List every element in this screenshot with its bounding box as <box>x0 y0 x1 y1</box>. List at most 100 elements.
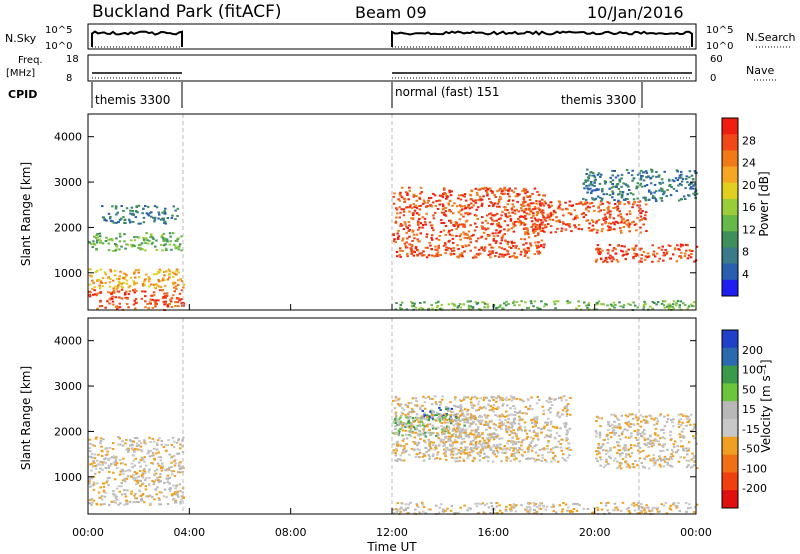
data-cell <box>666 464 670 466</box>
data-cell <box>394 428 397 431</box>
data-cell <box>606 206 609 209</box>
data-cell <box>609 431 612 434</box>
data-cell <box>687 449 690 452</box>
data-cell <box>628 223 632 226</box>
data-cell <box>109 268 112 271</box>
data-cell <box>135 483 138 486</box>
data-cell <box>471 451 474 454</box>
data-cell <box>135 442 139 445</box>
data-cell <box>124 272 127 275</box>
data-cell <box>470 429 474 432</box>
data-cell <box>106 453 109 456</box>
data-cell <box>407 420 410 423</box>
data-cell <box>623 428 627 431</box>
data-cell <box>132 214 135 216</box>
data-cell <box>170 461 173 464</box>
data-cell <box>477 248 481 251</box>
data-cell <box>563 458 566 461</box>
data-cell <box>687 305 691 308</box>
data-cell <box>106 477 110 480</box>
data-cell <box>638 184 641 187</box>
data-cell <box>451 444 454 447</box>
data-cell <box>506 414 509 417</box>
data-cell <box>411 230 414 233</box>
data-cell <box>672 303 675 306</box>
data-cell <box>620 231 623 234</box>
data-cell <box>419 437 422 440</box>
data-cell <box>546 435 549 438</box>
data-cell <box>527 306 531 309</box>
data-cell <box>651 197 655 199</box>
data-cell <box>448 239 451 242</box>
data-cell <box>157 211 160 214</box>
data-cell <box>446 425 449 428</box>
data-cell <box>146 205 150 208</box>
data-cell <box>643 258 647 261</box>
data-cell <box>523 451 527 454</box>
data-cell <box>417 205 421 207</box>
data-cell <box>482 231 486 234</box>
data-cell <box>611 179 615 182</box>
data-cell <box>636 173 640 176</box>
data-cell <box>591 228 594 231</box>
data-cell <box>649 435 652 438</box>
data-cell <box>393 419 397 422</box>
data-cell <box>655 440 658 443</box>
data-cell <box>434 446 437 449</box>
data-cell <box>686 507 690 510</box>
data-cell <box>677 248 680 251</box>
data-cell <box>476 301 480 304</box>
data-cell <box>417 421 420 423</box>
data-cell <box>406 252 409 255</box>
data-cell <box>95 236 98 239</box>
data-cell <box>407 503 410 506</box>
data-cell <box>127 286 130 289</box>
data-cell <box>615 258 619 261</box>
data-cell <box>535 228 539 231</box>
data-cell <box>129 221 132 224</box>
data-cell <box>435 301 438 304</box>
data-cell <box>399 416 402 419</box>
data-cell <box>544 226 547 229</box>
data-cell <box>456 406 460 408</box>
data-cell <box>120 205 123 207</box>
data-cell <box>393 399 397 402</box>
data-cell <box>682 449 685 452</box>
data-cell <box>621 191 625 193</box>
data-cell <box>690 174 694 177</box>
data-cell <box>431 254 434 257</box>
data-cell <box>626 193 629 196</box>
data-cell <box>169 300 173 303</box>
data-cell <box>427 199 430 202</box>
data-cell <box>408 416 412 418</box>
data-cell <box>577 223 581 226</box>
data-cell <box>504 419 507 422</box>
data-cell <box>111 205 114 208</box>
data-cell <box>692 511 696 514</box>
data-cell <box>665 458 669 460</box>
data-cell <box>693 194 697 197</box>
data-cell <box>488 438 491 441</box>
data-cell <box>592 205 595 208</box>
data-cell <box>452 457 456 460</box>
data-cell <box>479 414 482 417</box>
data-cell <box>110 500 113 503</box>
data-cell <box>172 484 175 487</box>
data-cell <box>661 193 665 196</box>
data-cell <box>492 205 495 208</box>
data-cell <box>670 453 673 456</box>
data-cell <box>101 242 105 245</box>
data-cell <box>148 468 151 471</box>
data-cell <box>565 413 569 416</box>
data-cell <box>400 459 403 462</box>
data-cell <box>654 198 658 201</box>
data-cell <box>133 479 137 482</box>
data-cell <box>679 176 683 179</box>
data-cell <box>480 203 484 206</box>
data-cell <box>549 422 553 425</box>
x-tick-label: 00:00 <box>680 526 712 539</box>
data-cell <box>481 432 484 435</box>
data-cell <box>567 212 571 215</box>
data-cell <box>397 434 400 437</box>
data-cell <box>116 286 119 289</box>
